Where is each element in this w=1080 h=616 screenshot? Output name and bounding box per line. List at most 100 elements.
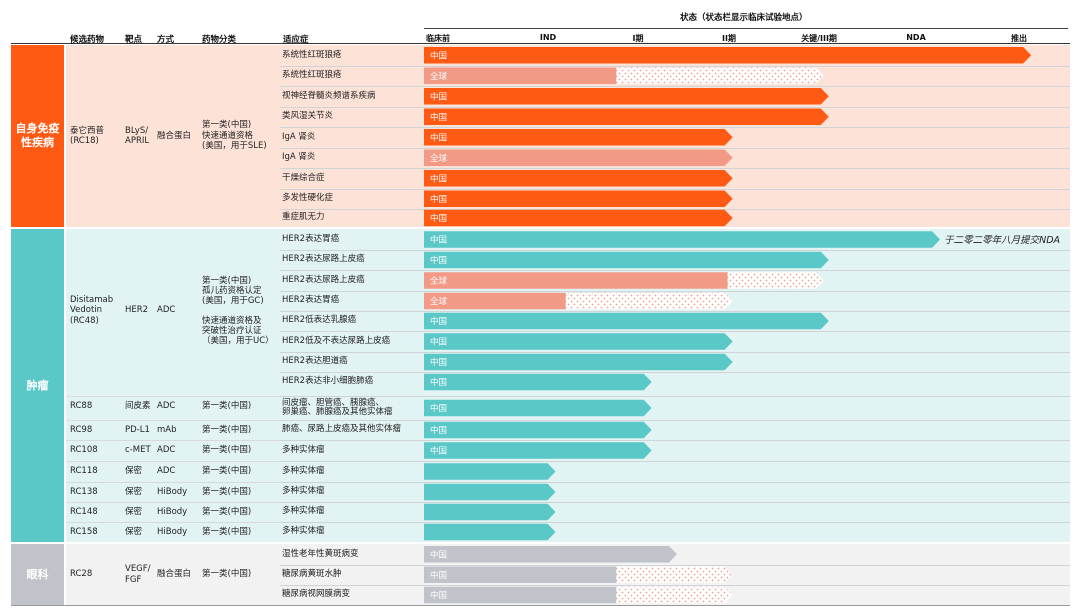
row-separator — [280, 209, 1070, 210]
drug-target: 保密 — [125, 506, 143, 517]
indication-label: 湿性老年性黄斑病变 — [282, 548, 359, 559]
row-separator — [280, 585, 1070, 586]
indication-label: 多发性硬化症 — [282, 193, 334, 203]
progress-bar — [424, 373, 652, 391]
bar-location-label: 全球 — [430, 153, 448, 164]
indication-label: 间皮瘤、胆管癌、胰腺癌、 卵巢癌、肺腺癌及其他实体瘤 — [282, 397, 393, 417]
table-bottom-line — [11, 605, 1070, 606]
drug-target: HER2 — [125, 305, 149, 316]
stage-pivotal-phase3: 关键/III期 — [801, 34, 837, 43]
row-separator — [280, 372, 1070, 373]
planned-progress-bar — [726, 272, 824, 289]
row-separator — [280, 147, 1070, 149]
bar-location-label: 中国 — [430, 132, 447, 143]
progress-bar — [424, 503, 556, 521]
drug-modality: HiBody — [157, 526, 188, 537]
bar-location-label: 中国 — [430, 213, 447, 224]
progress-bar — [424, 421, 652, 439]
bar-location-label: 中国 — [430, 316, 447, 327]
status-title: 状态（状态栏显示临床试验地点） — [680, 13, 808, 23]
drug-name: RC28 — [70, 569, 93, 580]
drug-modality: mAb — [157, 424, 177, 435]
row-separator — [280, 564, 1070, 566]
drug-separator — [66, 396, 280, 397]
progress-bar — [424, 47, 1032, 64]
progress-bar — [424, 231, 941, 248]
row-separator — [280, 291, 1070, 292]
drug-class: 第一类(中国) — [202, 569, 252, 580]
row-separator — [280, 482, 1070, 483]
bar-location-label: 全球 — [430, 71, 448, 82]
bar-location-label: 中国 — [430, 235, 447, 246]
progress-bar — [424, 67, 617, 84]
indication-label: 重症肌无力 — [282, 212, 325, 223]
drug-name: RC98 — [70, 424, 93, 435]
stage-launch: 推出 — [1011, 34, 1027, 43]
drug-target: 保密 — [125, 526, 143, 537]
bar-location-label: 全球 — [430, 276, 448, 287]
indication-label: 糖尿病视网膜病变 — [282, 589, 351, 600]
progress-bar — [424, 586, 617, 604]
bar-location-label: 中国 — [430, 590, 447, 601]
drug-separator — [66, 522, 280, 523]
category-ophthalmology: 眼科 — [11, 544, 64, 605]
stage-preclinical: 临床前 — [426, 34, 450, 43]
row-separator — [280, 106, 1070, 108]
row-separator — [280, 65, 1070, 67]
indication-label: HER2低表达乳腺癌 — [282, 315, 357, 326]
row-separator — [280, 522, 1070, 523]
drug-target: 间皮素 — [125, 400, 151, 411]
row-separator — [280, 168, 1070, 169]
row-separator — [280, 188, 1070, 190]
indication-label: HER2表达尿路上皮癌 — [282, 254, 365, 265]
row-separator — [280, 250, 1070, 251]
drug-target: 保密 — [125, 465, 143, 476]
drug-separator — [66, 502, 280, 503]
drug-modality: HiBody — [157, 486, 188, 497]
stage-ind: IND — [539, 33, 557, 42]
col-class-header: 药物分类 — [202, 35, 237, 45]
progress-bar — [424, 523, 556, 541]
indication-label: 多种实体瘤 — [282, 444, 325, 455]
bar-annotation: 于二零二零年八月提交NDA — [944, 234, 1060, 246]
indication-label: 多种实体瘤 — [282, 526, 325, 537]
drug-target: BLyS/ APRIL — [125, 125, 150, 147]
indication-label: 类风湿关节炎 — [282, 111, 334, 121]
drug-class: 第一类(中国) — [202, 465, 252, 476]
indication-label: 干燥综合症 — [282, 172, 325, 183]
progress-bar — [424, 251, 829, 269]
bar-location-label: 中国 — [430, 357, 447, 368]
drug-modality: ADC — [157, 444, 176, 455]
row-separator — [280, 461, 1070, 462]
progress-bar — [424, 399, 652, 417]
row-separator — [280, 440, 1070, 441]
drug-modality: 融合蛋白 — [157, 130, 192, 141]
bar-location-label: 中国 — [430, 91, 447, 102]
stage-nda: NDA — [906, 33, 926, 42]
drug-class: 第一类(中国) 快速通道资格 (美国，用于SLE) — [202, 120, 267, 152]
col-candidate-header: 候选药物 — [70, 35, 105, 45]
drug-target: c-MET — [125, 444, 151, 455]
progress-bar — [424, 88, 829, 105]
bar-location-label: 全球 — [430, 296, 448, 307]
indication-label: 视神经脊髓炎频谱系疾病 — [282, 90, 376, 101]
indication-label: HER2表达胆道癌 — [282, 356, 348, 367]
col-indication-header: 适应症 — [283, 35, 309, 45]
drug-modality: ADC — [157, 400, 176, 411]
progress-bar — [424, 292, 566, 310]
indication-label: 多种实体瘤 — [282, 465, 325, 476]
drug-name: RC118 — [70, 465, 98, 476]
planned-progress-bar — [615, 586, 733, 604]
progress-bar — [424, 483, 556, 501]
drug-separator — [66, 420, 280, 421]
progress-bar — [424, 463, 556, 480]
col-modality-header: 方式 — [157, 35, 175, 45]
drug-class: 第一类(中国) — [202, 424, 252, 435]
row-separator — [280, 86, 1070, 87]
planned-progress-bar — [615, 67, 824, 84]
progress-bar — [424, 566, 617, 583]
progress-bar — [424, 333, 733, 350]
indication-label: IgA 肾炎 — [282, 152, 316, 162]
progress-bar — [424, 272, 728, 289]
